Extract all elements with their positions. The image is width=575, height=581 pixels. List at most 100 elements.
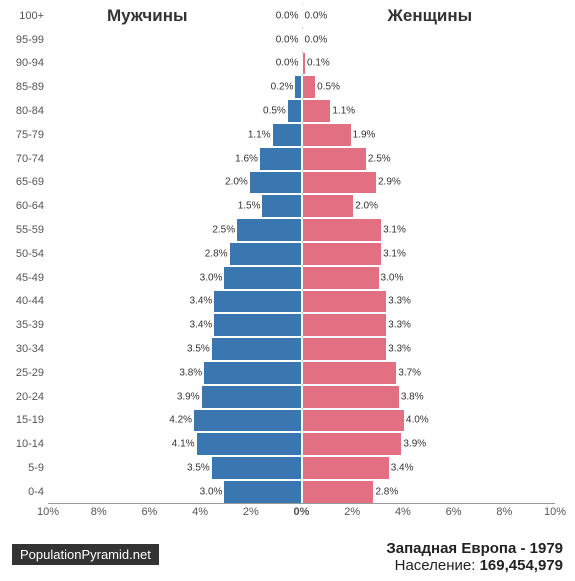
male-value: 3.0% bbox=[200, 486, 226, 497]
female-value: 4.0% bbox=[403, 415, 429, 426]
axis-tick: 8% bbox=[91, 506, 107, 518]
male-value: 3.5% bbox=[187, 344, 213, 355]
female-bar bbox=[302, 148, 366, 170]
female-value: 2.5% bbox=[365, 153, 391, 164]
age-label: 70-74 bbox=[0, 153, 44, 165]
bar-container: 4.1%3.9% bbox=[48, 433, 555, 455]
bar-container: 3.4%3.3% bbox=[48, 314, 555, 336]
female-value: 1.9% bbox=[350, 129, 376, 140]
age-label: 95-99 bbox=[0, 34, 44, 46]
female-bar bbox=[302, 172, 377, 194]
bar-container: 3.9%3.8% bbox=[48, 386, 555, 408]
bar-container: 3.5%3.3% bbox=[48, 338, 555, 360]
age-label: 20-24 bbox=[0, 391, 44, 403]
female-value: 3.0% bbox=[378, 272, 404, 283]
axis-tick: 6% bbox=[141, 506, 157, 518]
male-value: 3.4% bbox=[190, 320, 216, 331]
pyramid-row: 10-144.1%3.9% bbox=[48, 432, 555, 456]
female-bar bbox=[302, 291, 387, 313]
male-value: 0.0% bbox=[276, 58, 302, 69]
male-value: 0.2% bbox=[271, 82, 297, 93]
pyramid-row: 75-791.1%1.9% bbox=[48, 123, 555, 147]
pyramid-row: 5-93.5%3.4% bbox=[48, 456, 555, 480]
female-value: 3.1% bbox=[380, 248, 406, 259]
age-label: 85-89 bbox=[0, 81, 44, 93]
female-bar bbox=[302, 481, 374, 503]
pyramid-row: 30-343.5%3.3% bbox=[48, 337, 555, 361]
male-value: 3.8% bbox=[179, 367, 205, 378]
male-value: 0.0% bbox=[276, 34, 302, 45]
bar-container: 4.2% 4.0% bbox=[48, 410, 555, 432]
bar-container: 0.0%0.1% bbox=[48, 53, 555, 75]
male-value: 4.1% bbox=[172, 439, 198, 450]
female-bar bbox=[302, 124, 351, 146]
age-label: 90-94 bbox=[0, 57, 44, 69]
bar-container: 3.0%2.8% bbox=[48, 481, 555, 503]
bar-container: 2.5%3.1% bbox=[48, 219, 555, 241]
population-value: 169,454,979 bbox=[480, 557, 563, 574]
bar-container: 3.5%3.4% bbox=[48, 457, 555, 479]
male-bar bbox=[262, 195, 301, 217]
age-label: 75-79 bbox=[0, 129, 44, 141]
female-value: 3.8% bbox=[398, 391, 424, 402]
female-value: 0.0% bbox=[302, 10, 328, 21]
pyramid-row: 85-890.2%0.5% bbox=[48, 75, 555, 99]
pyramid-row: 45-493.0%3.0% bbox=[48, 266, 555, 290]
pyramid-row: 80-840.5%1.1% bbox=[48, 99, 555, 123]
pyramid-row: 20-243.9%3.8% bbox=[48, 385, 555, 409]
female-value: 3.3% bbox=[385, 296, 411, 307]
male-bar bbox=[214, 291, 301, 313]
male-value: 3.5% bbox=[187, 463, 213, 474]
population-label: Население: bbox=[395, 557, 480, 574]
axis-tick: 2% bbox=[344, 506, 360, 518]
male-bar bbox=[250, 172, 302, 194]
female-bar bbox=[302, 386, 399, 408]
male-value: 2.8% bbox=[205, 248, 231, 259]
age-label: 50-54 bbox=[0, 248, 44, 260]
bar-container: 2.0% 2.9% bbox=[48, 172, 555, 194]
male-bar bbox=[288, 100, 302, 122]
male-value: 1.1% bbox=[248, 129, 274, 140]
age-label: 100+ bbox=[0, 10, 44, 22]
bar-container: 0.5%1.1% bbox=[48, 100, 555, 122]
female-bar bbox=[302, 457, 389, 479]
axis-tick: 0% bbox=[294, 506, 310, 518]
female-bar bbox=[302, 362, 397, 384]
population-pyramid-chart: Мужчины Женщины 100+0.0%0.0%95-990.0%0.0… bbox=[0, 0, 575, 540]
pyramid-row: 35-393.4%3.3% bbox=[48, 313, 555, 337]
axis-tick: 6% bbox=[446, 506, 462, 518]
male-bar bbox=[260, 148, 302, 170]
male-value: 4.2% bbox=[169, 415, 195, 426]
pyramid-row: 95-990.0%0.0% bbox=[48, 28, 555, 52]
male-value: 3.4% bbox=[190, 296, 216, 307]
male-bar bbox=[224, 481, 301, 503]
pyramid-row: 70-741.6%2.5% bbox=[48, 147, 555, 171]
bar-container: 1.6%2.5% bbox=[48, 148, 555, 170]
age-label: 10-14 bbox=[0, 438, 44, 450]
axis-tick: 10% bbox=[544, 506, 566, 518]
male-value: 1.5% bbox=[238, 201, 264, 212]
bar-container: 3.8% 3.7% bbox=[48, 362, 555, 384]
male-bar bbox=[212, 338, 302, 360]
female-value: 2.9% bbox=[375, 177, 401, 188]
female-value: 0.1% bbox=[304, 58, 330, 69]
pyramid-rows: 100+0.0%0.0%95-990.0%0.0%90-940.0%0.1%85… bbox=[48, 4, 555, 504]
pyramid-row: 55-592.5%3.1% bbox=[48, 218, 555, 242]
male-value: 2.0% bbox=[225, 177, 251, 188]
bar-container: 3.0%3.0% bbox=[48, 267, 555, 289]
pyramid-row: 65-692.0%2.9% bbox=[48, 171, 555, 195]
chart-footer: PopulationPyramid.net Западная Европа - … bbox=[0, 540, 575, 575]
pyramid-row: 25-293.8%3.7% bbox=[48, 361, 555, 385]
female-value: 3.7% bbox=[395, 367, 421, 378]
x-axis: 10%8%6%4%2%0%2%4%6%8%10% bbox=[48, 503, 555, 524]
female-bar bbox=[302, 219, 382, 241]
region-year: Западная Европа - 1979 bbox=[386, 540, 563, 557]
axis-tick: 4% bbox=[192, 506, 208, 518]
female-value: 2.0% bbox=[352, 201, 378, 212]
male-bar bbox=[214, 314, 301, 336]
axis-tick: 4% bbox=[395, 506, 411, 518]
male-bar bbox=[204, 362, 301, 384]
age-label: 30-34 bbox=[0, 343, 44, 355]
pyramid-row: 15-194.2%4.0% bbox=[48, 409, 555, 433]
bar-container: 0.0%0.0% bbox=[48, 29, 555, 51]
